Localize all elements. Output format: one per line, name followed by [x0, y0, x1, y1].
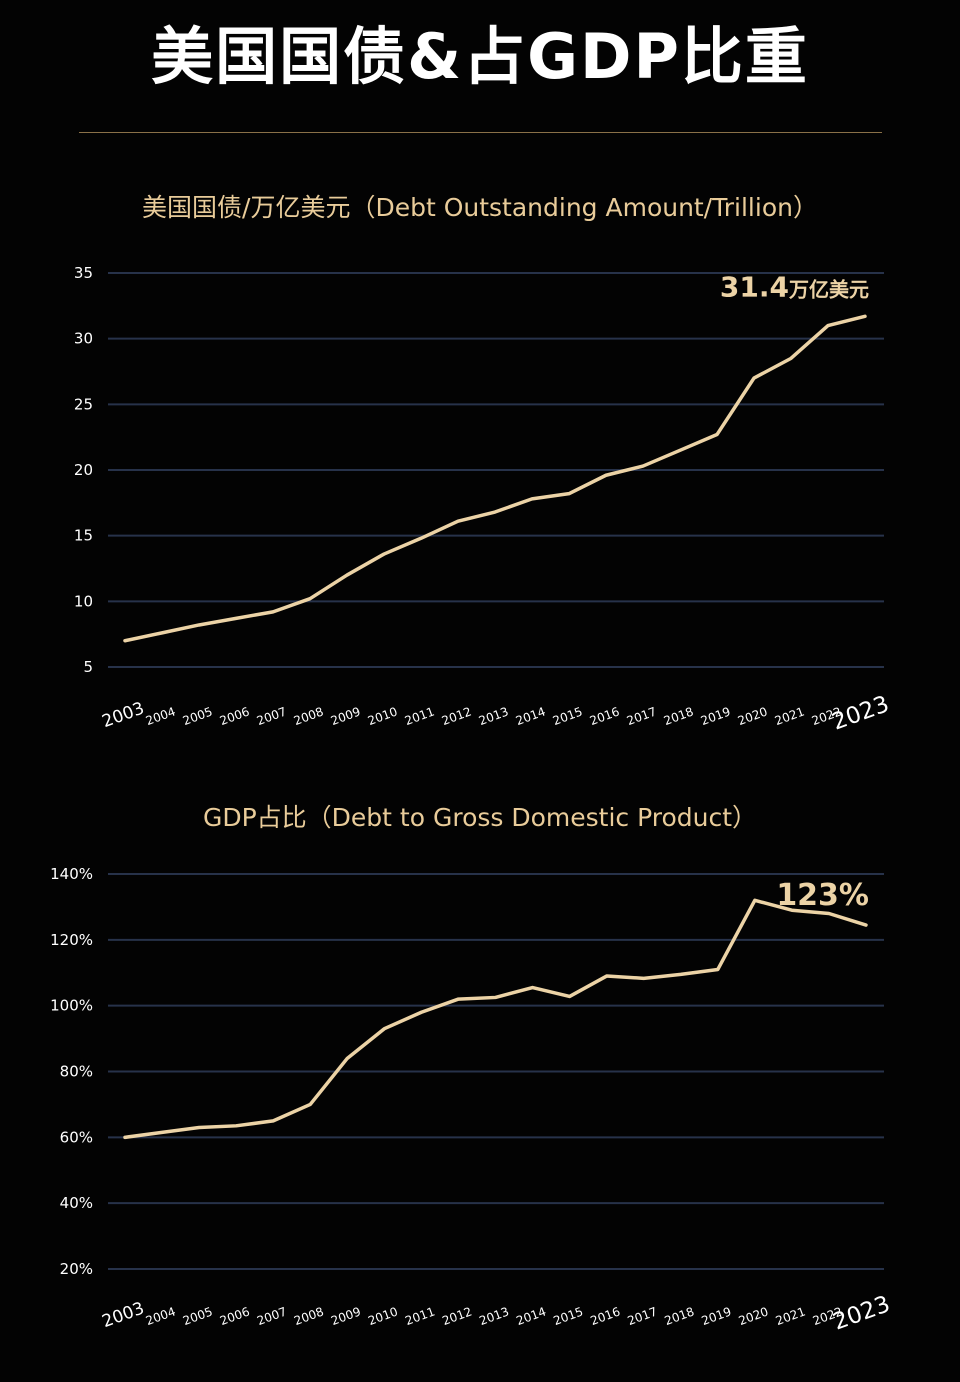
debt-y-tick-label: 20 — [74, 461, 93, 479]
gdp-y-tick-label: 20% — [60, 1260, 93, 1278]
gdp-x-tick-label: 2019 — [700, 1304, 733, 1328]
gdp-y-tick-label: 120% — [50, 931, 93, 949]
gdp-y-tick-label: 40% — [60, 1194, 93, 1212]
debt-x-tick-label: 2013 — [477, 704, 510, 728]
gdp-x-tick-label: 2011 — [403, 1304, 436, 1328]
gdp-ratio-chart-title: GDP占比（Debt to Gross Domestic Product） — [202, 803, 758, 832]
gdp-x-tick-label: 2008 — [292, 1304, 325, 1328]
gdp-x-tick-label: 2016 — [589, 1304, 622, 1328]
debt-x-tick-label: 2021 — [773, 704, 806, 728]
debt-x-tick-label: 2009 — [329, 704, 362, 728]
debt-y-tick-label: 10 — [74, 592, 93, 610]
debt-y-tick-label: 25 — [74, 395, 93, 413]
gdp-y-tick-label: 140% — [50, 865, 93, 883]
title-divider — [79, 132, 882, 133]
gdp-x-tick-label: 2015 — [551, 1304, 584, 1328]
debt-chart-title: 美国国债/万亿美元（Debt Outstanding Amount/Trilli… — [142, 193, 818, 222]
gdp-y-tick-label: 100% — [50, 997, 93, 1015]
gdp-x-tick-label: 2005 — [181, 1304, 214, 1328]
gdp-series-line — [123, 898, 868, 1140]
debt-x-tick-label: 2008 — [292, 704, 325, 728]
gdp-x-tick-label: 2010 — [366, 1304, 399, 1328]
debt-y-tick-label: 5 — [83, 658, 93, 676]
debt-x-tick-label: 2016 — [588, 704, 621, 728]
debt-y-tick-label: 30 — [74, 330, 93, 348]
gdp-callout-value: 123% — [776, 878, 869, 913]
debt-x-tick-label: 2011 — [403, 704, 436, 728]
gdp-x-tick-label: 2012 — [440, 1304, 473, 1328]
debt-x-tick-label: 2004 — [144, 704, 177, 728]
gdp-callout-label: 123% — [776, 878, 869, 913]
debt-x-tick-label: 2003 — [100, 699, 147, 733]
gdp-x-tick-label: 2017 — [626, 1304, 659, 1328]
debt-x-tick-label: 2010 — [366, 704, 399, 728]
debt-x-tick-label: 2015 — [551, 704, 584, 728]
debt-y-tick-label: 35 — [74, 264, 93, 282]
gdp-x-tick-label: 2023 — [830, 1291, 894, 1335]
debt-x-tick-label: 2019 — [699, 704, 732, 728]
gdp-x-tick-label: 2020 — [737, 1304, 770, 1328]
debt-callout-unit: 万亿美元 — [788, 277, 869, 301]
debt-x-tick-label: 2006 — [218, 704, 251, 728]
debt-x-tick-label: 2023 — [829, 691, 893, 735]
gdp-x-tick-label: 2014 — [514, 1304, 547, 1328]
debt-x-tick-label: 2014 — [514, 704, 547, 728]
gdp-y-tick-label: 60% — [60, 1128, 93, 1146]
debt-series-line — [123, 314, 867, 643]
debt-callout-value: 31.4 — [720, 270, 789, 303]
gdp-x-tick-label: 2009 — [329, 1304, 362, 1328]
debt-x-tick-label: 2018 — [662, 704, 695, 728]
gdp-x-tick-label: 2018 — [663, 1304, 696, 1328]
gdp-y-tick-label: 80% — [60, 1063, 93, 1081]
gdp-x-tick-label: 2003 — [100, 1299, 147, 1333]
debt-x-tick-label: 2020 — [736, 704, 769, 728]
gdp-x-tick-label: 2004 — [144, 1304, 177, 1328]
gdp-x-tick-label: 2007 — [255, 1304, 288, 1328]
debt-x-tick-label: 2012 — [440, 704, 473, 728]
debt-x-tick-label: 2007 — [255, 704, 288, 728]
debt-callout-label: 31.4万亿美元 — [720, 270, 869, 303]
debt-x-tick-label: 2005 — [181, 704, 214, 728]
debt-y-tick-label: 15 — [74, 527, 93, 545]
gdp-x-tick-label: 2006 — [218, 1304, 251, 1328]
debt-x-tick-label: 2017 — [625, 704, 658, 728]
gdp-x-tick-label: 2021 — [774, 1304, 807, 1328]
page-title: 美国国债&占GDP比重 — [151, 20, 809, 93]
gdp-x-tick-label: 2013 — [477, 1304, 510, 1328]
